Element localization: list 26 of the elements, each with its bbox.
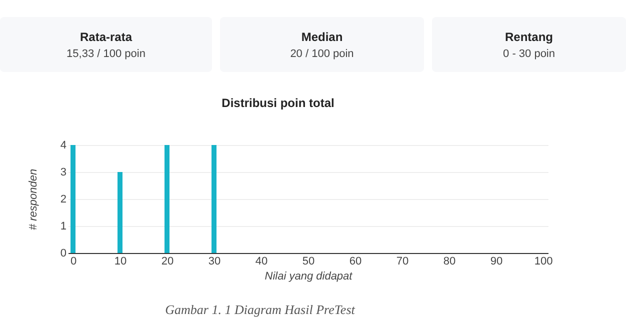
text: Rentang: [505, 30, 553, 44]
y-tick-label: 2: [60, 194, 66, 206]
chart-title: Distribusi poin total: [222, 96, 334, 110]
x-tick-label: 90: [490, 256, 503, 268]
x-tick-label: 20: [161, 256, 174, 268]
x-tick-label: 0: [70, 256, 77, 268]
y-tick-label: 3: [60, 166, 66, 178]
text: Rata-rata: [80, 30, 132, 44]
text: Median: [301, 30, 343, 44]
x-tick-label: 100: [534, 256, 553, 268]
y-axis-title: # responden: [27, 168, 40, 230]
text: 15,33 / 100 poin: [66, 48, 146, 60]
text: 0 - 30 poin: [503, 48, 555, 60]
y-tick-label: 4: [60, 140, 66, 152]
x-tick-label: 40: [255, 256, 268, 268]
x-axis-title: Nilai yang didapat: [264, 270, 354, 282]
text: Gambar 1. 1 Diagram Hasil PreTest: [165, 302, 356, 317]
x-tick-label: 50: [302, 256, 315, 268]
x-tick-label: 80: [443, 256, 456, 268]
text: 20 / 100 poin: [290, 48, 354, 60]
y-tick-label: 1: [60, 220, 66, 232]
x-tick-label: 60: [349, 256, 362, 268]
x-tick-label: 30: [208, 256, 221, 268]
x-tick-label: 70: [396, 256, 409, 268]
x-tick-label: 10: [114, 256, 127, 268]
y-tick-label: 0: [60, 248, 66, 260]
